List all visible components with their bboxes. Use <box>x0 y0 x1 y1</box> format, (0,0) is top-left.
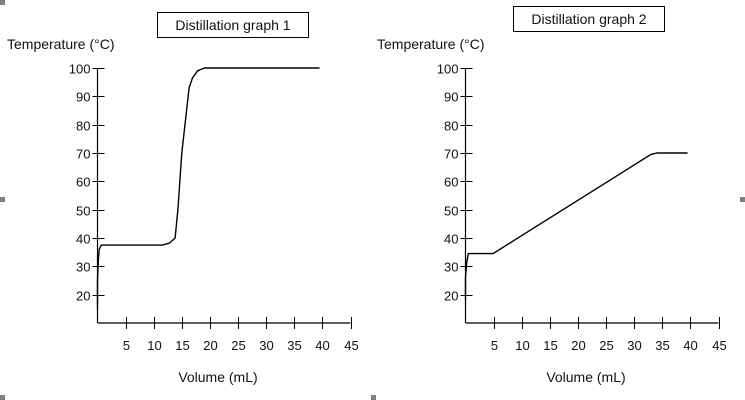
chart-2-title-box <box>513 6 665 32</box>
chart-1-x-tick-label: 45 <box>344 338 358 353</box>
chart-1-x-tick-label: 15 <box>175 338 189 353</box>
chart-2-x-tick-label: 25 <box>599 338 613 353</box>
chart-2-x-tick-label: 30 <box>627 338 641 353</box>
chart-2-y-tick-label: 100 <box>437 62 459 77</box>
selection-handle[interactable] <box>371 395 376 400</box>
chart-1-x-tick-label: 25 <box>231 338 245 353</box>
chart-1-x-tick-label: 10 <box>147 338 161 353</box>
chart-1-y-tick-label: 50 <box>76 204 90 219</box>
chart-2-y-tick-label: 20 <box>444 289 458 304</box>
chart-2-x-tick-label: 15 <box>543 338 557 353</box>
chart-1-y-tick-label: 60 <box>76 175 90 190</box>
chart-2-y-tick-label: 90 <box>444 90 458 105</box>
chart-2-y-tick-label: 60 <box>444 175 458 190</box>
chart-2-y-tick-label: 30 <box>444 260 458 275</box>
chart-2-y-tick-label: 70 <box>444 147 458 162</box>
chart-2-y-tick-label: 40 <box>444 232 458 247</box>
chart-2-series-line <box>464 152 688 301</box>
chart-2-y-tick-label: 50 <box>444 204 458 219</box>
selection-handle[interactable] <box>0 197 5 202</box>
chart-2: Distillation graph 2 Temperature (°C) Vo… <box>377 6 727 385</box>
chart-1-x-tick-label: 40 <box>315 338 329 353</box>
selection-handle[interactable] <box>0 0 5 5</box>
chart-1-y-tick-label: 20 <box>76 289 90 304</box>
chart-1-series-line <box>96 67 320 309</box>
chart-2-title: Distillation graph 2 <box>531 11 646 27</box>
chart-2-y-tick-label: 80 <box>444 119 458 134</box>
chart-1-y-tick-label: 70 <box>76 147 90 162</box>
chart-1-x-tick-label: 5 <box>123 338 130 353</box>
chart-2-x-tick-label: 10 <box>515 338 529 353</box>
chart-1-x-tick-label: 35 <box>287 338 301 353</box>
chart-1-y-tick-label: 40 <box>76 232 90 247</box>
selection-handle[interactable] <box>740 197 745 202</box>
chart-1-x-tick-label: 30 <box>259 338 273 353</box>
chart-1-y-tick-label: 80 <box>76 119 90 134</box>
chart-1-x-tick-label: 20 <box>203 338 217 353</box>
chart-1-y-tick-label: 30 <box>76 260 90 275</box>
chart-2-x-tick-label: 20 <box>571 338 585 353</box>
chart-1-y-tick-label: 100 <box>69 62 91 77</box>
chart-2-x-tick-label: 5 <box>491 338 498 353</box>
selection-handle[interactable] <box>0 395 5 400</box>
chart-1-xlabel: Volume (mL) <box>178 369 257 385</box>
chart-1-y-tick-label: 90 <box>76 90 90 105</box>
chart-1: Distillation graph 1 Temperature (°C) Vo… <box>7 12 359 385</box>
chart-2-x-tick-label: 40 <box>683 338 697 353</box>
chart-1-title-box <box>157 12 309 38</box>
chart-2-x-tick-label: 35 <box>655 338 669 353</box>
chart-2-xlabel: Volume (mL) <box>546 369 625 385</box>
chart-2-x-tick-label: 45 <box>712 338 726 353</box>
chart-1-ylabel: Temperature (°C) <box>7 36 115 52</box>
chart-1-title: Distillation graph 1 <box>175 17 290 33</box>
chart-2-ylabel: Temperature (°C) <box>377 36 485 52</box>
